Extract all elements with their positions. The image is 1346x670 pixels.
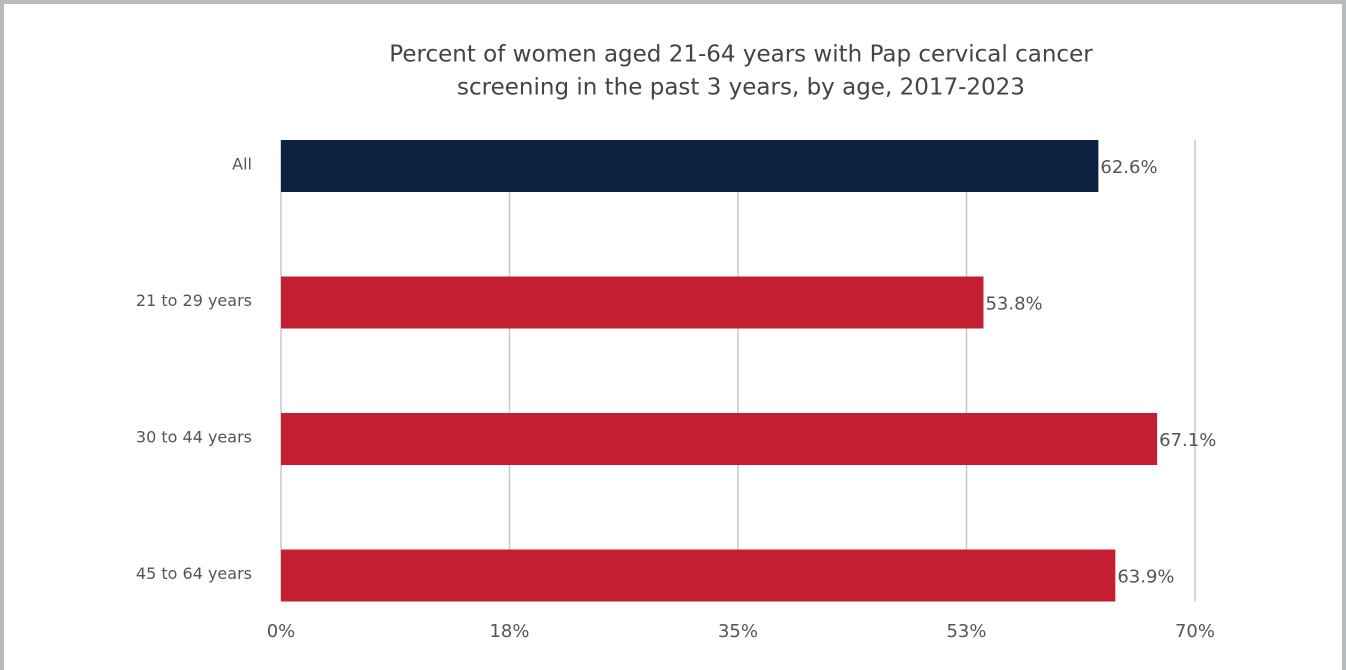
chart-title: Percent of women aged 21-64 years with P… [389,42,1093,68]
y-tick-label: 45 to 64 years [136,564,252,583]
x-tick-label: 53% [946,621,986,642]
bar [281,549,1116,602]
bar [281,413,1158,465]
y-tick-label: 21 to 29 years [136,291,252,310]
x-tick-label: 0% [267,621,296,642]
chart-title: screening in the past 3 years, by age, 2… [457,75,1025,101]
value-label: 62.6% [1100,157,1157,178]
y-tick-label: 30 to 44 years [136,428,252,447]
value-label: 67.1% [1159,430,1216,451]
value-label: 63.9% [1117,567,1174,588]
bar [281,276,984,329]
x-tick-label: 35% [718,621,758,642]
x-tick-label: 70% [1175,621,1215,642]
x-tick-label: 18% [489,621,529,642]
bar [281,140,1099,192]
y-tick-label: All [232,155,252,174]
value-label: 53.8% [985,294,1042,315]
